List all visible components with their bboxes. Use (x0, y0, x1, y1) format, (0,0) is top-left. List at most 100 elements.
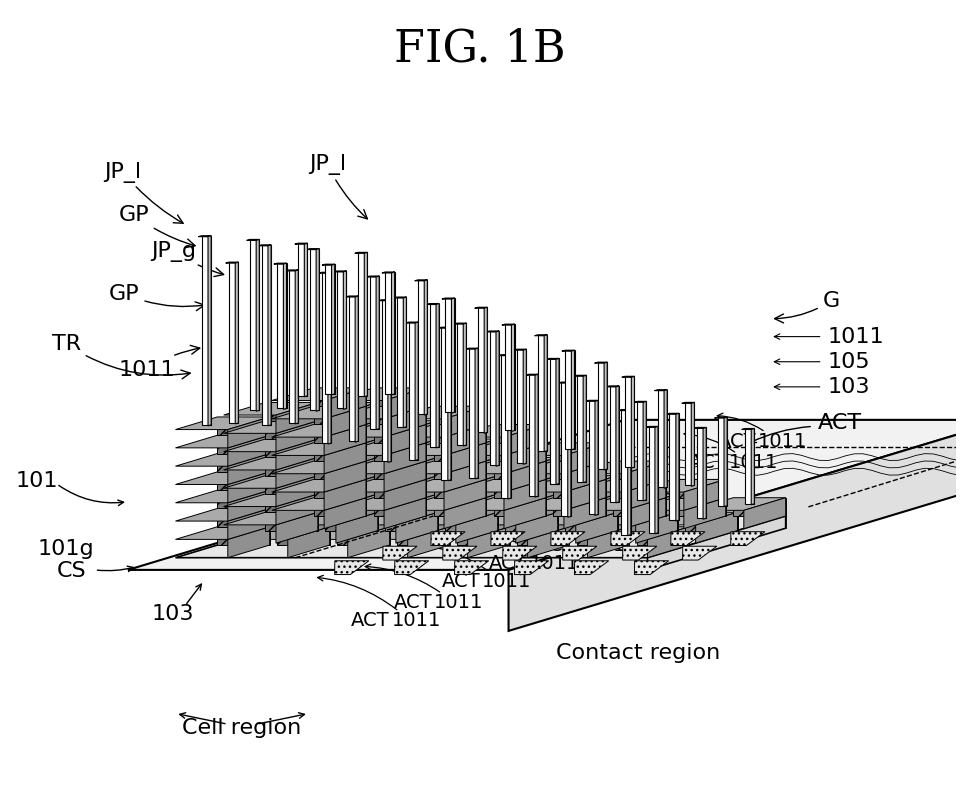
Polygon shape (314, 425, 366, 443)
Polygon shape (731, 532, 765, 546)
Polygon shape (306, 249, 320, 250)
Polygon shape (624, 480, 666, 511)
Polygon shape (217, 490, 270, 508)
Polygon shape (355, 297, 358, 442)
Polygon shape (643, 402, 646, 501)
Polygon shape (344, 439, 438, 452)
Polygon shape (295, 270, 299, 424)
Polygon shape (516, 350, 526, 464)
Polygon shape (457, 472, 510, 490)
Polygon shape (445, 298, 455, 412)
Polygon shape (288, 417, 329, 448)
Polygon shape (444, 443, 486, 474)
Polygon shape (328, 273, 331, 444)
Polygon shape (457, 508, 510, 527)
Polygon shape (445, 512, 497, 531)
Polygon shape (385, 458, 438, 476)
Polygon shape (217, 508, 270, 527)
Polygon shape (228, 472, 270, 503)
Polygon shape (564, 462, 606, 492)
Polygon shape (332, 498, 426, 511)
Polygon shape (217, 527, 270, 546)
Polygon shape (392, 462, 486, 474)
Polygon shape (571, 462, 666, 474)
Polygon shape (224, 439, 318, 452)
Polygon shape (456, 512, 497, 543)
Polygon shape (224, 403, 318, 416)
Polygon shape (571, 498, 666, 511)
Polygon shape (286, 270, 299, 271)
Polygon shape (512, 443, 606, 456)
Polygon shape (517, 508, 569, 527)
Polygon shape (491, 532, 525, 546)
Polygon shape (451, 298, 455, 413)
Polygon shape (434, 498, 486, 516)
Polygon shape (337, 508, 390, 527)
Polygon shape (348, 297, 358, 442)
Polygon shape (576, 494, 617, 525)
Polygon shape (277, 490, 329, 508)
Polygon shape (272, 425, 366, 438)
Polygon shape (444, 498, 486, 529)
Polygon shape (610, 386, 619, 502)
Polygon shape (457, 490, 510, 508)
Polygon shape (484, 308, 488, 434)
Polygon shape (336, 439, 378, 470)
Text: ACT: ACT (442, 571, 480, 590)
Polygon shape (325, 476, 378, 494)
Polygon shape (276, 476, 318, 507)
Polygon shape (336, 494, 378, 525)
Polygon shape (314, 443, 366, 462)
Polygon shape (586, 400, 598, 401)
Polygon shape (431, 532, 466, 546)
Polygon shape (523, 512, 617, 525)
Polygon shape (583, 376, 587, 483)
Polygon shape (348, 527, 390, 558)
Polygon shape (334, 271, 347, 272)
Polygon shape (235, 435, 329, 448)
Polygon shape (274, 263, 286, 265)
Polygon shape (655, 427, 658, 534)
Polygon shape (283, 421, 378, 434)
Polygon shape (325, 265, 335, 394)
Polygon shape (574, 376, 587, 377)
Polygon shape (496, 331, 499, 466)
Polygon shape (505, 476, 558, 494)
Polygon shape (574, 561, 609, 575)
Text: 1011: 1011 (118, 346, 200, 379)
Polygon shape (384, 443, 426, 474)
Polygon shape (637, 527, 689, 546)
Polygon shape (535, 374, 539, 497)
Polygon shape (376, 277, 379, 430)
Polygon shape (457, 324, 467, 446)
Polygon shape (594, 362, 608, 363)
Polygon shape (509, 420, 960, 631)
Polygon shape (373, 425, 426, 443)
Polygon shape (607, 386, 619, 387)
Polygon shape (676, 414, 679, 521)
Polygon shape (516, 458, 558, 488)
Polygon shape (632, 498, 726, 511)
Polygon shape (669, 414, 679, 520)
Polygon shape (408, 527, 449, 558)
Polygon shape (636, 494, 678, 525)
Polygon shape (314, 407, 366, 425)
Polygon shape (442, 328, 451, 480)
Polygon shape (355, 253, 368, 254)
Polygon shape (336, 512, 378, 543)
Polygon shape (392, 443, 486, 456)
Polygon shape (613, 480, 666, 498)
Polygon shape (624, 462, 666, 492)
Polygon shape (434, 462, 486, 480)
Polygon shape (416, 472, 510, 485)
Polygon shape (331, 265, 335, 395)
Polygon shape (595, 400, 598, 515)
Polygon shape (584, 494, 678, 507)
Polygon shape (228, 417, 270, 448)
Polygon shape (373, 407, 426, 425)
Polygon shape (618, 410, 631, 411)
Polygon shape (444, 425, 486, 456)
Polygon shape (266, 476, 318, 494)
Text: 103: 103 (152, 603, 194, 623)
Text: G: G (775, 291, 840, 324)
